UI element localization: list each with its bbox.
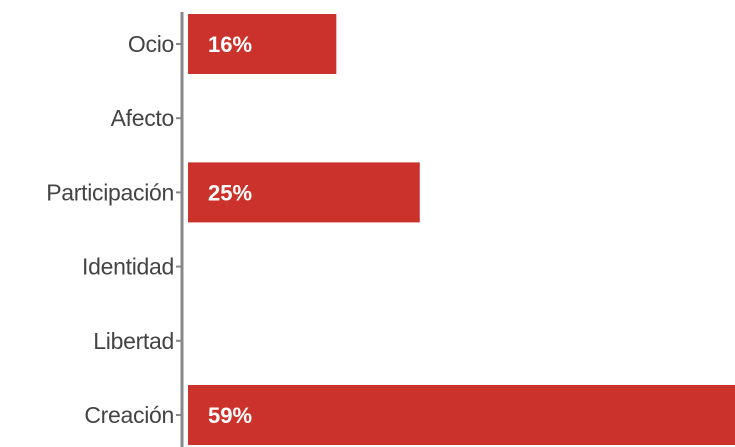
value-labels-group: 16% 25% 59% [208, 32, 252, 428]
category-labels-group: Ocio Afecto Participación Identidad Libertad… [46, 31, 174, 428]
category-label-libertad: Libertad [93, 328, 174, 354]
category-label-participacion: Participación [46, 179, 174, 205]
value-label-creacion: 59% [208, 403, 252, 428]
bars-group [188, 14, 735, 445]
bar-ocio [188, 14, 337, 74]
bar-creacion [188, 385, 735, 445]
category-label-ocio: Ocio [128, 31, 174, 57]
bar-participacion [188, 162, 420, 223]
category-label-identidad: Identidad [82, 254, 174, 280]
value-label-participacion: 25% [208, 180, 252, 205]
category-label-creacion: Creación [84, 402, 174, 428]
value-label-ocio: 16% [208, 32, 252, 57]
category-label-afecto: Afecto [111, 105, 174, 131]
